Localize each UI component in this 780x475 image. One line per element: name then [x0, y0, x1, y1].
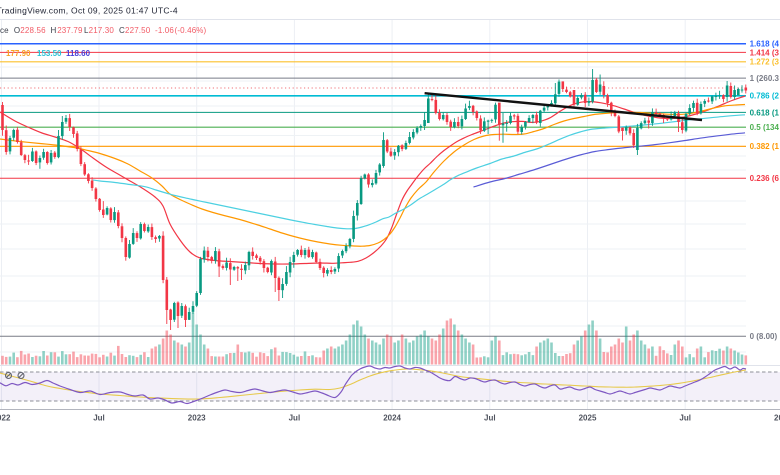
svg-text:2023: 2023	[188, 414, 206, 423]
svg-text:L: L	[84, 26, 89, 35]
svg-text:2022: 2022	[0, 414, 11, 423]
svg-text:237.79: 237.79	[57, 26, 83, 35]
svg-text:2024: 2024	[383, 414, 401, 423]
svg-text:1.414 (3: 1.414 (3	[750, 48, 780, 57]
svg-text:1 (260.3: 1 (260.3	[750, 74, 780, 83]
svg-text:TradingView.com, Oct 09, 2025: TradingView.com, Oct 09, 2025 01:47 UTC-…	[0, 5, 178, 15]
svg-text:H: H	[51, 26, 57, 35]
svg-text:0.786 (2: 0.786 (2	[750, 92, 780, 101]
svg-text:227.50: 227.50	[125, 26, 151, 35]
svg-text:0 (8.00): 0 (8.00)	[750, 332, 778, 341]
svg-text:O: O	[14, 26, 20, 35]
svg-text:0.5 (134: 0.5 (134	[750, 123, 780, 132]
svg-text:ce: ce	[0, 26, 9, 35]
svg-text:0.236 (6: 0.236 (6	[750, 174, 780, 183]
svg-text:118.60: 118.60	[66, 49, 91, 58]
svg-text:153.50: 153.50	[37, 49, 62, 58]
svg-text:Jul: Jul	[679, 414, 691, 423]
svg-text:228.56: 228.56	[20, 26, 46, 35]
svg-text:1.272 (3: 1.272 (3	[750, 58, 780, 67]
svg-text:2025: 2025	[579, 414, 597, 423]
svg-text:-1.06: -1.06	[155, 26, 174, 35]
svg-text:Jul: Jul	[93, 414, 105, 423]
svg-text:2026: 2026	[774, 414, 780, 423]
svg-text:Jul: Jul	[484, 414, 496, 423]
svg-text:177.90: 177.90	[6, 49, 31, 58]
svg-text:1.618 (4: 1.618 (4	[750, 40, 780, 49]
svg-text:0.382 (1: 0.382 (1	[750, 142, 780, 151]
svg-text:C: C	[119, 26, 125, 35]
svg-text:Jul: Jul	[289, 414, 301, 423]
svg-text:217.30: 217.30	[89, 26, 115, 35]
svg-text:0.618 (1: 0.618 (1	[750, 108, 780, 117]
svg-text:(-0.46%): (-0.46%)	[175, 26, 207, 35]
